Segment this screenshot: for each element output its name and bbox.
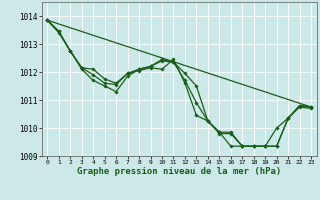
X-axis label: Graphe pression niveau de la mer (hPa): Graphe pression niveau de la mer (hPa) (77, 167, 281, 176)
